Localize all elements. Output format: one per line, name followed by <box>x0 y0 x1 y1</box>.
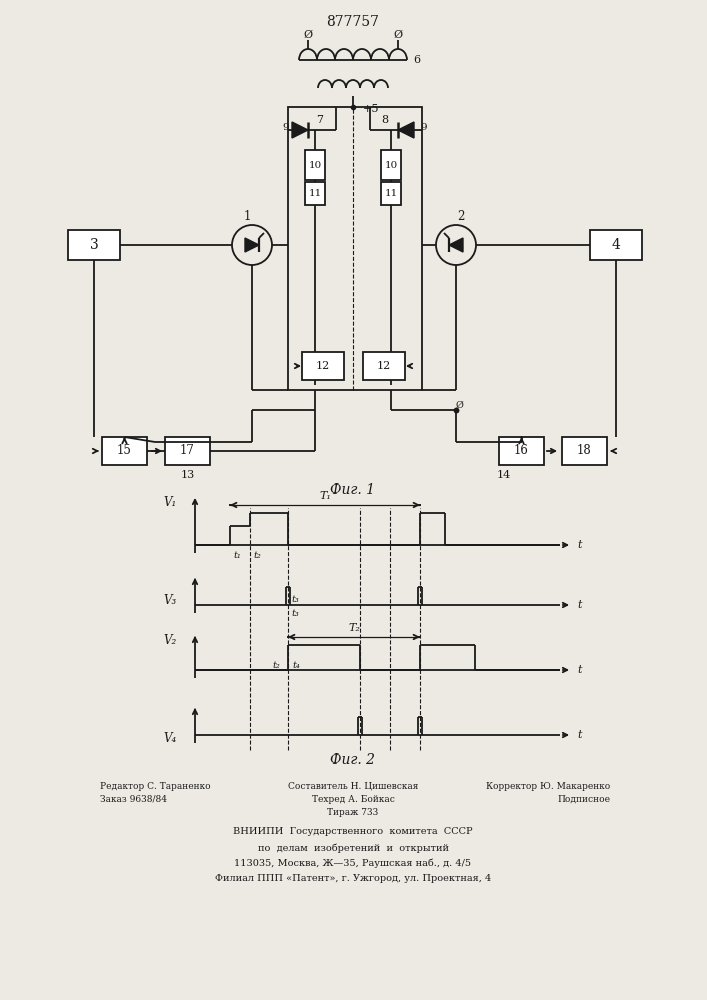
Text: t: t <box>578 665 583 675</box>
Text: 12: 12 <box>316 361 330 371</box>
Polygon shape <box>245 238 259 252</box>
Bar <box>302 352 344 380</box>
Text: 4: 4 <box>612 238 621 252</box>
Text: Ø: Ø <box>303 30 312 40</box>
Text: 12: 12 <box>377 361 391 371</box>
Text: 11: 11 <box>308 189 322 198</box>
Bar <box>363 352 405 380</box>
Text: Заказ 9638/84: Заказ 9638/84 <box>100 795 167 804</box>
Text: V₄: V₄ <box>164 732 177 744</box>
Text: t₂: t₂ <box>253 550 261 560</box>
Text: t: t <box>578 600 583 610</box>
Text: 13: 13 <box>180 470 194 480</box>
Text: 877757: 877757 <box>327 15 380 29</box>
Text: t₂: t₂ <box>272 660 280 670</box>
Text: 9: 9 <box>421 123 427 132</box>
Text: 16: 16 <box>514 444 529 458</box>
Polygon shape <box>292 122 308 138</box>
Bar <box>381 150 401 180</box>
Text: V₃: V₃ <box>164 594 177 607</box>
Bar <box>305 182 325 205</box>
Text: Составитель Н. Цишевская: Составитель Н. Цишевская <box>288 782 418 791</box>
Text: Редактор С. Тараненко: Редактор С. Тараненко <box>100 782 211 791</box>
Text: Техред А. Бойкас: Техред А. Бойкас <box>312 795 395 804</box>
Text: 10: 10 <box>308 160 322 169</box>
Text: t: t <box>578 540 583 550</box>
Text: +5: +5 <box>363 104 379 114</box>
Bar <box>305 150 325 180</box>
Text: 11: 11 <box>385 189 397 198</box>
Text: t₃: t₃ <box>291 608 299 617</box>
Text: 17: 17 <box>180 444 195 458</box>
Text: T₁: T₁ <box>319 491 331 501</box>
Text: 7: 7 <box>317 115 324 125</box>
Text: 15: 15 <box>117 444 132 458</box>
Text: t: t <box>578 730 583 740</box>
Polygon shape <box>398 122 414 138</box>
Text: Ø: Ø <box>393 30 402 40</box>
Text: t₃: t₃ <box>291 595 299 604</box>
Bar <box>381 182 401 205</box>
Text: Подписное: Подписное <box>557 795 610 804</box>
Text: Тираж 733: Тираж 733 <box>327 808 379 817</box>
Polygon shape <box>449 238 463 252</box>
Bar <box>499 437 544 465</box>
Text: 2: 2 <box>457 211 464 224</box>
Text: Корректор Ю. Макаренко: Корректор Ю. Макаренко <box>486 782 610 791</box>
Text: 9: 9 <box>283 123 289 132</box>
Bar <box>562 437 607 465</box>
Bar <box>68 230 120 260</box>
Text: ВНИИПИ  Государственного  комитета  СССР: ВНИИПИ Государственного комитета СССР <box>233 828 473 836</box>
Text: T₂: T₂ <box>348 623 360 633</box>
Text: 113035, Москва, Ж—35, Раушская наб., д. 4/5: 113035, Москва, Ж—35, Раушская наб., д. … <box>235 859 472 868</box>
Bar <box>165 437 210 465</box>
Text: t₄: t₄ <box>292 660 300 670</box>
Text: 6: 6 <box>414 55 421 65</box>
Text: 8: 8 <box>382 115 389 125</box>
Bar <box>288 107 422 390</box>
Text: по  делам  изобретений  и  открытий: по делам изобретений и открытий <box>257 843 448 853</box>
Text: 14: 14 <box>497 470 511 480</box>
Text: V₁: V₁ <box>164 496 177 510</box>
Text: Фиг. 1: Фиг. 1 <box>330 483 375 497</box>
Text: 1: 1 <box>243 211 251 224</box>
Text: 10: 10 <box>385 160 397 169</box>
Text: 3: 3 <box>90 238 98 252</box>
Text: Ø: Ø <box>456 400 464 410</box>
Bar <box>102 437 147 465</box>
Text: Фиг. 2: Фиг. 2 <box>330 753 375 767</box>
Text: Филиал ППП «Патент», г. Ужгород, ул. Проектная, 4: Филиал ППП «Патент», г. Ужгород, ул. Про… <box>215 874 491 883</box>
Text: 18: 18 <box>577 444 592 458</box>
Text: V₂: V₂ <box>164 635 177 648</box>
Text: t₁: t₁ <box>233 550 241 560</box>
Bar <box>590 230 642 260</box>
